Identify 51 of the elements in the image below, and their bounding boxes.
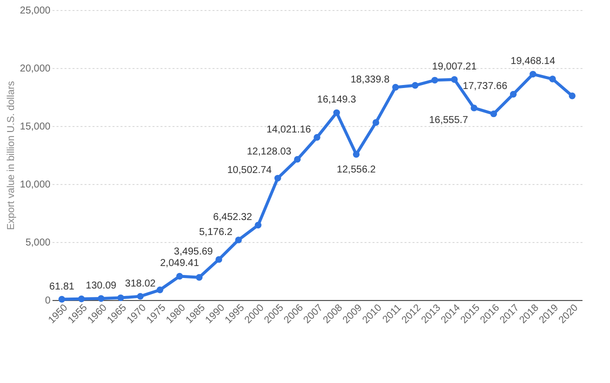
point [117,294,124,302]
y-tick-label: 10,000 [20,180,51,190]
data-label: 2,049.41 [160,258,200,270]
data-label: 17,737.66 [462,81,508,92]
data-label: 18,339.8 [350,74,390,86]
point [490,110,498,118]
data-label: 16,555.7 [429,114,468,126]
data-label: 14,021.16 [266,124,312,136]
point [314,134,320,141]
y-axis-title: Export value in billion U.S. dollars [6,81,17,230]
data-label: 130.09 [86,280,117,292]
point [196,274,203,281]
point [156,286,164,294]
point [294,156,301,163]
point [352,151,360,158]
data-label: 10,502.74 [227,165,272,176]
point [470,104,478,112]
y-tick-label: 25,000 [20,6,51,16]
point [372,119,380,126]
point [78,296,85,302]
point [431,76,438,84]
point [568,92,576,100]
data-label: 19,468.14 [510,56,556,68]
data-label: 12,128.03 [246,146,292,158]
point [510,90,517,98]
y-tick-label: 0 [44,296,51,306]
data-label: 16,149.3 [317,94,357,106]
data-label: 318.02 [125,278,156,290]
y-tick-label: 20,000 [20,64,51,74]
point [216,256,222,263]
point [274,174,282,182]
data-label: 61.81 [49,281,75,292]
point [549,76,556,82]
point [451,76,458,83]
y-tick-label: 15,000 [20,122,51,132]
data-label: 19,007.21 [432,62,478,73]
point [176,272,183,280]
point [235,236,242,244]
data-label: 5,176.2 [199,226,233,238]
point [530,70,536,78]
point [412,82,418,89]
point [98,295,104,302]
point [392,84,399,91]
y-tick-label: 5,000 [25,238,51,248]
point [254,222,262,228]
point [58,296,66,303]
data-label: 6,452.32 [213,212,253,224]
data-label: 3,495.69 [174,246,214,258]
point [333,109,340,116]
point [136,292,144,300]
data-label: 12,556.2 [336,164,376,176]
